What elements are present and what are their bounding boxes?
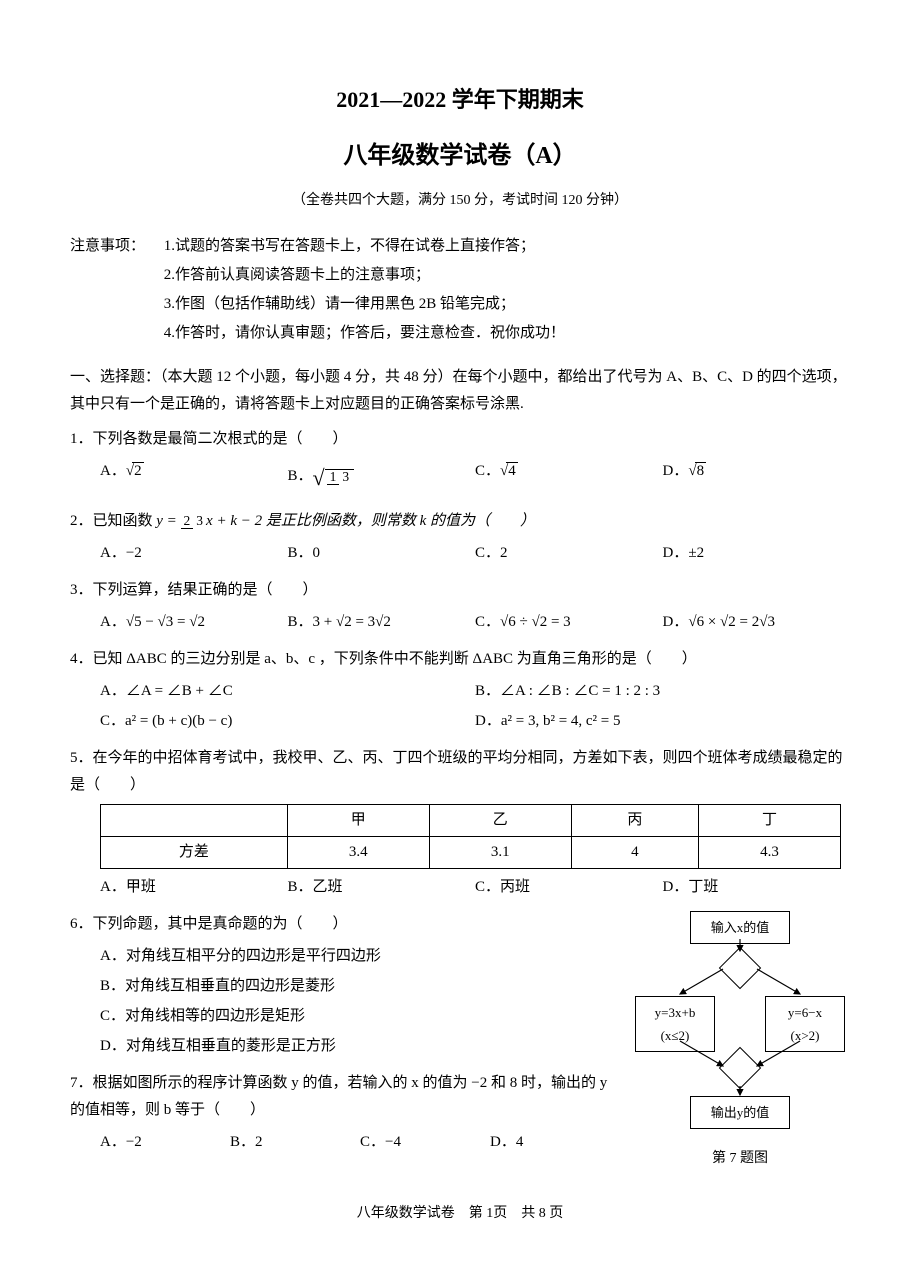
q3-stem: 3．下列运算，结果正确的是（ ） bbox=[70, 577, 850, 604]
q5-opt-b: B．乙班 bbox=[288, 874, 476, 901]
flow-decision-node bbox=[719, 946, 761, 988]
q4-stem: 4．已知 ΔABC 的三边分别是 a、b、c ，下列条件中不能判断 ΔABC 为… bbox=[70, 646, 850, 673]
notice-label: 注意事项： bbox=[70, 233, 145, 260]
question-3: 3．下列运算，结果正确的是（ ） A．√5 − √3 = √2 B．3 + √2… bbox=[70, 577, 850, 636]
table-cell: 方差 bbox=[101, 836, 288, 868]
table-cell: 4.3 bbox=[698, 836, 840, 868]
q5-opt-a: A．甲班 bbox=[100, 874, 288, 901]
q1-opt-d: D．8 bbox=[663, 458, 851, 498]
title-sub: 八年级数学试卷（A） bbox=[70, 135, 850, 178]
q1-opt-a: A．2 bbox=[100, 458, 288, 498]
q1-stem: 1．下列各数是最简二次根式的是（ ） bbox=[70, 426, 850, 453]
notice-item: 3.作图（包括作辅助线）请一律用黑色 2B 铅笔完成； bbox=[164, 291, 565, 318]
q5-opt-c: C．丙班 bbox=[475, 874, 663, 901]
q3-opt-a: A．√5 − √3 = √2 bbox=[100, 609, 288, 636]
q3-opt-d: D．√6 × √2 = 2√3 bbox=[663, 609, 851, 636]
flowchart-figure: 输入x的值 y=3x+b (x≤2) y=6−x (x>2) 输出y的值 第 7… bbox=[630, 911, 850, 1171]
q3-opt-c: C．√6 ÷ √2 = 3 bbox=[475, 609, 663, 636]
table-cell: 甲 bbox=[287, 804, 429, 836]
flow-merge-node bbox=[719, 1046, 761, 1088]
table-cell: 丁 bbox=[698, 804, 840, 836]
flow-output-node: 输出y的值 bbox=[690, 1096, 790, 1129]
q1-opt-c: C．4 bbox=[475, 458, 663, 498]
flow-left-node: y=3x+b (x≤2) bbox=[635, 996, 715, 1053]
q4-opt-a: A．∠A = ∠B + ∠C bbox=[100, 678, 475, 705]
notice-item: 2.作答前认真阅读答题卡上的注意事项； bbox=[164, 262, 565, 289]
q5-table: 甲 乙 丙 丁 方差 3.4 3.1 4 4.3 bbox=[100, 804, 841, 869]
q4-opt-d: D．a² = 3, b² = 4, c² = 5 bbox=[475, 708, 850, 735]
q2-opt-d: D．±2 bbox=[663, 540, 851, 567]
title-main: 2021—2022 学年下期期末 bbox=[70, 80, 850, 120]
flow-caption: 第 7 题图 bbox=[630, 1146, 850, 1171]
q2-opt-c: C．2 bbox=[475, 540, 663, 567]
q7-opt-d: D．4 bbox=[490, 1129, 620, 1156]
q7-opt-b: B．2 bbox=[230, 1129, 360, 1156]
section-header: 一、选择题：（本大题 12 个小题，每小题 4 分，共 48 分）在每个小题中，… bbox=[70, 364, 850, 418]
q2-opt-a: A．−2 bbox=[100, 540, 288, 567]
question-4: 4．已知 ΔABC 的三边分别是 a、b、c ，下列条件中不能判断 ΔABC 为… bbox=[70, 646, 850, 735]
table-cell: 丙 bbox=[571, 804, 698, 836]
table-cell: 3.1 bbox=[429, 836, 571, 868]
q5-opt-d: D．丁班 bbox=[663, 874, 851, 901]
q2-opt-b: B．0 bbox=[288, 540, 476, 567]
q4-opt-c: C．a² = (b + c)(b − c) bbox=[100, 708, 475, 735]
notice-block: 注意事项： 1.试题的答案书写在答题卡上，不得在试卷上直接作答； 2.作答前认真… bbox=[70, 233, 850, 349]
table-cell: 4 bbox=[571, 836, 698, 868]
flow-input-node: 输入x的值 bbox=[690, 911, 790, 944]
table-cell bbox=[101, 804, 288, 836]
q7-opt-c: C．−4 bbox=[360, 1129, 490, 1156]
table-cell: 乙 bbox=[429, 804, 571, 836]
page-footer: 八年级数学试卷 第 1页 共 8 页 bbox=[70, 1201, 850, 1226]
question-5: 5．在今年的中招体育考试中，我校甲、乙、丙、丁四个班级的平均分相同，方差如下表，… bbox=[70, 745, 850, 901]
title-info: （全卷共四个大题，满分 150 分，考试时间 120 分钟） bbox=[70, 188, 850, 213]
q7-opt-a: A．−2 bbox=[100, 1129, 230, 1156]
table-cell: 3.4 bbox=[287, 836, 429, 868]
question-2: 2．已知函数 y = 23x + k − 2 是正比例函数，则常数 k 的值为（… bbox=[70, 508, 850, 567]
question-1: 1．下列各数是最简二次根式的是（ ） A．2 B．√13 C．4 D．8 bbox=[70, 426, 850, 498]
notice-item: 1.试题的答案书写在答题卡上，不得在试卷上直接作答； bbox=[164, 233, 565, 260]
q1-opt-b: B．√13 bbox=[288, 458, 476, 498]
q3-opt-b: B．3 + √2 = 3√2 bbox=[288, 609, 476, 636]
notice-item: 4.作答时，请你认真审题；作答后，要注意检查．祝你成功！ bbox=[164, 320, 565, 347]
q5-stem: 5．在今年的中招体育考试中，我校甲、乙、丙、丁四个班级的平均分相同，方差如下表，… bbox=[70, 745, 850, 799]
q4-opt-b: B．∠A : ∠B : ∠C = 1 : 2 : 3 bbox=[475, 678, 850, 705]
flow-right-node: y=6−x (x>2) bbox=[765, 996, 845, 1053]
q2-stem: 2．已知函数 y = 23x + k − 2 是正比例函数，则常数 k 的值为（… bbox=[70, 508, 850, 535]
